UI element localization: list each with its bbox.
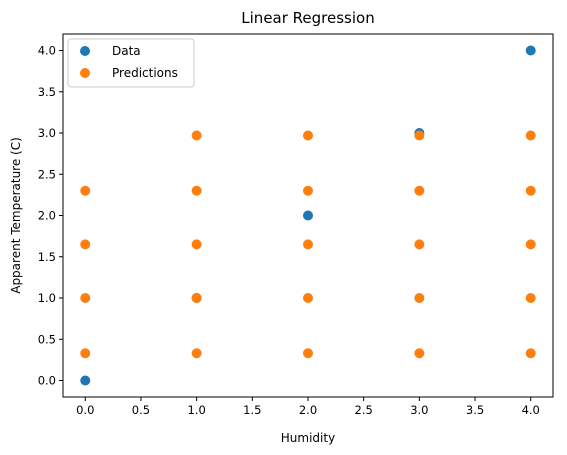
plot-area: 0.0 0.5 1.0 1.5 2.0 2.5 3.0 3.5 4.0 0.0 0.5 1.0 1.5 2…: [38, 33, 554, 417]
legend-label: Data: [112, 44, 141, 58]
y-tick-label: 2.0: [38, 209, 56, 223]
data-point-predictions: [303, 239, 313, 250]
legend-label: Predictions: [112, 66, 178, 80]
data-point-predictions: [414, 348, 425, 359]
y-tick-label: 3.5: [38, 85, 56, 99]
data-point-predictions: [414, 185, 425, 196]
y-tick-label: 1.5: [38, 250, 56, 264]
x-tick-label: 3.5: [466, 403, 484, 417]
x-tick-label: 2.5: [355, 403, 373, 417]
y-tick-label: 1.0: [38, 291, 56, 305]
data-point-predictions: [191, 130, 202, 141]
data-point-predictions: [525, 348, 536, 359]
x-tick-label: 0.5: [132, 403, 150, 417]
chart-title: Linear Regression: [241, 9, 374, 27]
y-tick-label: 0.0: [38, 374, 56, 388]
x-tick-label: 2.0: [299, 403, 317, 417]
y-tick-label: 3.0: [38, 126, 56, 140]
data-point-predictions: [303, 130, 313, 141]
data-point-data: [525, 45, 536, 56]
x-tick-label: 0.0: [76, 403, 94, 417]
data-point-predictions: [414, 293, 425, 303]
data-point-predictions: [414, 130, 425, 141]
data-point-predictions: [303, 348, 313, 359]
y-tick-label: 0.5: [38, 332, 56, 346]
data-point-predictions: [525, 293, 536, 303]
data-point-predictions: [191, 293, 202, 303]
legend: Data Predictions: [67, 38, 195, 88]
data-point-predictions: [80, 293, 91, 303]
data-point-predictions: [303, 293, 313, 303]
y-tick-label: 4.0: [38, 44, 56, 58]
data-point-predictions: [191, 348, 202, 359]
data-point-predictions: [303, 185, 313, 196]
x-tick-label: 1.5: [243, 403, 261, 417]
data-point-predictions: [80, 348, 91, 359]
data-point-data: [303, 210, 313, 221]
x-axis-label: Humidity: [281, 431, 335, 445]
data-point-predictions: [191, 239, 202, 250]
data-point-predictions: [191, 185, 202, 196]
legend-marker: [80, 46, 90, 56]
x-tick-label: 3.0: [410, 403, 428, 417]
data-point-predictions: [525, 130, 536, 141]
x-tick-label: 4.0: [522, 403, 540, 417]
data-point-predictions: [80, 239, 91, 250]
legend-marker: [80, 68, 90, 78]
data-point-predictions: [525, 239, 536, 250]
y-axis-label: Apparent Temperature (C): [9, 137, 23, 294]
data-point-data: [80, 375, 91, 386]
data-point-predictions: [80, 185, 91, 196]
y-tick-label: 2.5: [38, 167, 56, 181]
data-point-predictions: [525, 185, 536, 196]
legend-box: [67, 38, 195, 88]
x-tick-label: 1.0: [187, 403, 205, 417]
data-point-predictions: [414, 239, 425, 250]
